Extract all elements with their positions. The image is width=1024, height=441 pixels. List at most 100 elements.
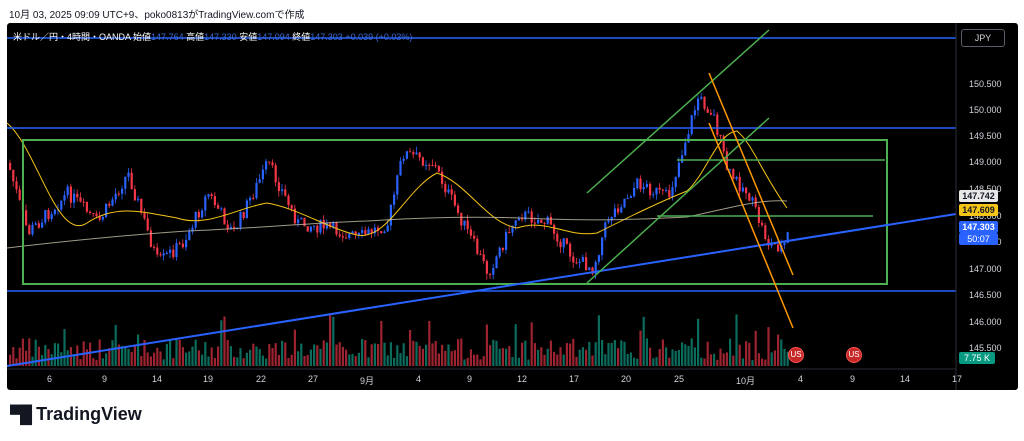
volume-bar bbox=[15, 358, 18, 366]
candle-body bbox=[76, 193, 79, 198]
candle-body bbox=[751, 197, 754, 201]
volume-bar bbox=[117, 344, 120, 366]
volume-bar bbox=[153, 352, 156, 366]
close-value: 147.303 bbox=[310, 32, 343, 42]
volume-bar bbox=[556, 354, 559, 366]
time-tick: 9 bbox=[467, 374, 473, 384]
candle-body bbox=[220, 208, 223, 210]
volume-bar bbox=[780, 339, 783, 366]
candle-body bbox=[447, 189, 450, 193]
candle-body bbox=[764, 225, 767, 239]
volume-bar bbox=[770, 352, 773, 366]
range-box bbox=[22, 139, 888, 285]
candle-body bbox=[629, 196, 632, 199]
volume-bar bbox=[594, 342, 597, 366]
candle-body bbox=[213, 196, 216, 206]
candle-body bbox=[514, 220, 517, 226]
volume-bar bbox=[79, 359, 82, 366]
volume-bar bbox=[533, 343, 536, 366]
candle-body bbox=[517, 218, 520, 221]
volume-bar bbox=[588, 341, 591, 366]
volume-bar bbox=[213, 357, 216, 366]
volume-bar bbox=[229, 346, 232, 366]
volume-bar bbox=[95, 359, 98, 366]
candle-body bbox=[597, 255, 600, 262]
volume-bar bbox=[441, 344, 444, 366]
chart-panel[interactable]: 米ドル／円・4時間・OANDA 始値147.764 高値147.330 安値14… bbox=[7, 23, 1018, 390]
volume-bar bbox=[37, 346, 40, 366]
candle-body bbox=[274, 165, 277, 183]
chart-canvas[interactable] bbox=[7, 23, 1018, 390]
candle-body bbox=[783, 242, 786, 246]
candle-body bbox=[405, 151, 408, 159]
volume-bar bbox=[783, 348, 786, 366]
volume-bar bbox=[473, 354, 476, 366]
price-tick: 146.000 bbox=[969, 317, 1002, 327]
candle-body bbox=[655, 187, 658, 195]
volume-bar bbox=[498, 348, 501, 366]
volume-bar bbox=[105, 353, 108, 366]
candle-body bbox=[677, 162, 680, 177]
volume-bar bbox=[220, 320, 223, 366]
open-label: 始値 bbox=[133, 32, 152, 42]
us-flag-icon[interactable]: US bbox=[846, 347, 862, 363]
volume-bar bbox=[197, 350, 200, 366]
us-flag-icon[interactable]: US bbox=[788, 347, 804, 363]
candle-body bbox=[361, 230, 364, 233]
volume-bar bbox=[351, 353, 354, 366]
volume-bar bbox=[44, 345, 47, 366]
candle-body bbox=[108, 203, 111, 206]
candle-body bbox=[306, 226, 309, 232]
volume-bar bbox=[204, 342, 207, 366]
volume-bar bbox=[332, 316, 335, 366]
candle-body bbox=[217, 205, 220, 209]
volume-bar bbox=[524, 340, 527, 366]
candle-body bbox=[585, 257, 588, 271]
volume-bar bbox=[207, 356, 210, 366]
volume-bar bbox=[684, 344, 687, 366]
time-tick: 9 bbox=[850, 374, 856, 384]
volume-bar bbox=[642, 316, 645, 366]
volume-bar bbox=[639, 330, 642, 366]
volume-bar bbox=[674, 350, 677, 366]
candle-body bbox=[373, 227, 376, 234]
candle-body bbox=[37, 223, 40, 228]
candle-body bbox=[460, 212, 463, 226]
volume-bar bbox=[668, 357, 671, 366]
candle-body bbox=[191, 227, 194, 232]
candle-body bbox=[569, 243, 572, 257]
volume-bar bbox=[133, 345, 136, 366]
candle-body bbox=[194, 212, 197, 228]
volume-bar bbox=[613, 340, 616, 366]
volume-bar bbox=[751, 359, 754, 366]
ma-long-line bbox=[7, 200, 788, 249]
candle-body bbox=[53, 209, 56, 215]
volume-bar bbox=[530, 322, 533, 366]
candle-body bbox=[121, 188, 124, 194]
volume-bar bbox=[322, 340, 325, 366]
time-tick: 14 bbox=[152, 374, 163, 384]
candle-body bbox=[92, 212, 95, 214]
tradingview-logo[interactable]: ▀█ TradingView bbox=[10, 404, 142, 425]
candle-body bbox=[684, 142, 687, 156]
volume-bar bbox=[485, 324, 488, 366]
candle-body bbox=[95, 213, 98, 216]
volume-bar bbox=[101, 358, 104, 366]
volume-bar bbox=[537, 349, 540, 366]
candle-body bbox=[450, 189, 453, 195]
candle-body bbox=[633, 187, 636, 197]
candle-body bbox=[258, 179, 261, 183]
currency-button[interactable]: JPY bbox=[961, 29, 1005, 47]
candle-body bbox=[661, 189, 664, 191]
volume-value-label: 7.75 K bbox=[959, 352, 995, 364]
candle-body bbox=[437, 166, 440, 172]
volume-bar bbox=[418, 345, 421, 366]
time-tick: 27 bbox=[308, 374, 319, 384]
volume-bar bbox=[293, 329, 296, 366]
volume-bar bbox=[89, 342, 92, 366]
candle-body bbox=[761, 222, 764, 226]
volume-bar bbox=[287, 357, 290, 366]
candle-body bbox=[245, 200, 248, 219]
symbol-legend[interactable]: 米ドル／円・4時間・OANDA 始値147.764 高値147.330 安値14… bbox=[13, 30, 412, 43]
volume-bar bbox=[453, 350, 456, 366]
